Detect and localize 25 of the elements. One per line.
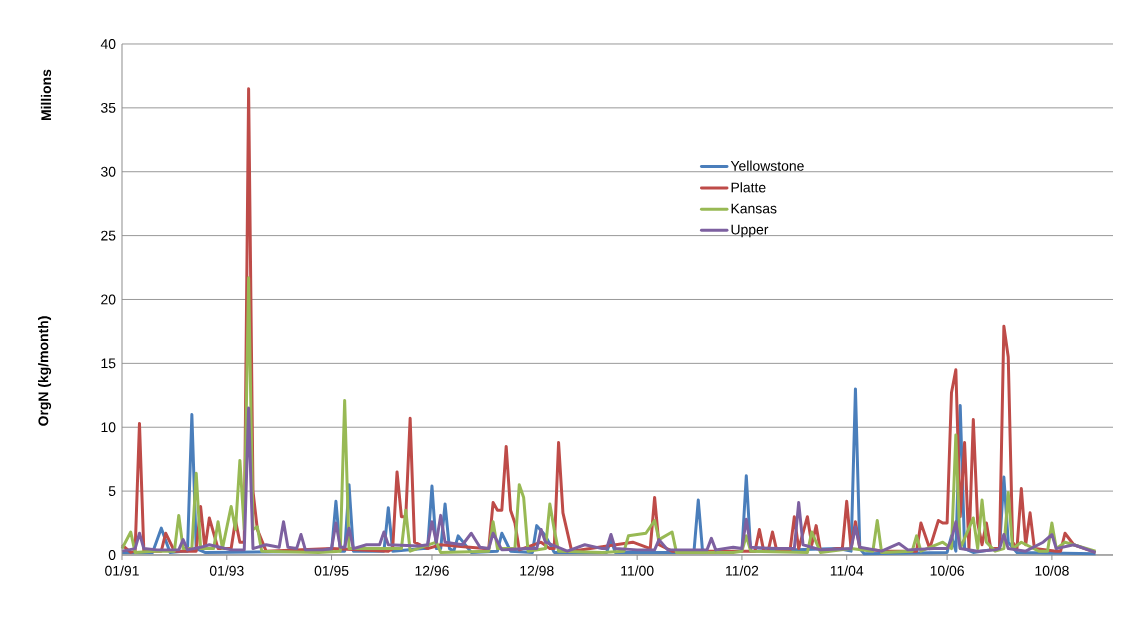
y-tick-label: 25 [101,230,116,241]
y-tick-label: 10 [101,422,116,433]
y-tick-label: 35 [101,102,116,113]
y-axis-title: OrgN (kg/month) [38,316,52,426]
x-tick-label: 10/08 [1035,565,1069,576]
text: Millions [40,69,52,121]
y-tick-label: 0 [108,550,116,560]
legend-label: Yellowstone [730,160,804,171]
y-tick-label: 20 [101,294,116,305]
x-tick-label: 10/06 [930,565,964,576]
legend-label: Kansas [731,203,777,214]
x-tick-label: 11/04 [830,565,864,576]
x-tick-label: 11/00 [621,565,654,576]
y-tick-label: 15 [101,358,116,369]
x-tick-label: 11/02 [726,565,759,576]
y-tick-label: 40 [100,39,116,49]
x-tick-label: 01/93 [209,565,244,576]
x-tick-label: 01/95 [314,565,349,576]
legend-label: Platte [731,182,766,193]
x-tick-label: 12/98 [520,565,554,576]
y-tick-label: 5 [108,486,116,496]
legend-label: Upper [731,224,769,238]
x-tick-label: 12/96 [415,565,449,576]
y-tick-label: 30 [101,166,116,177]
x-tick-label: 01/91 [105,565,139,576]
